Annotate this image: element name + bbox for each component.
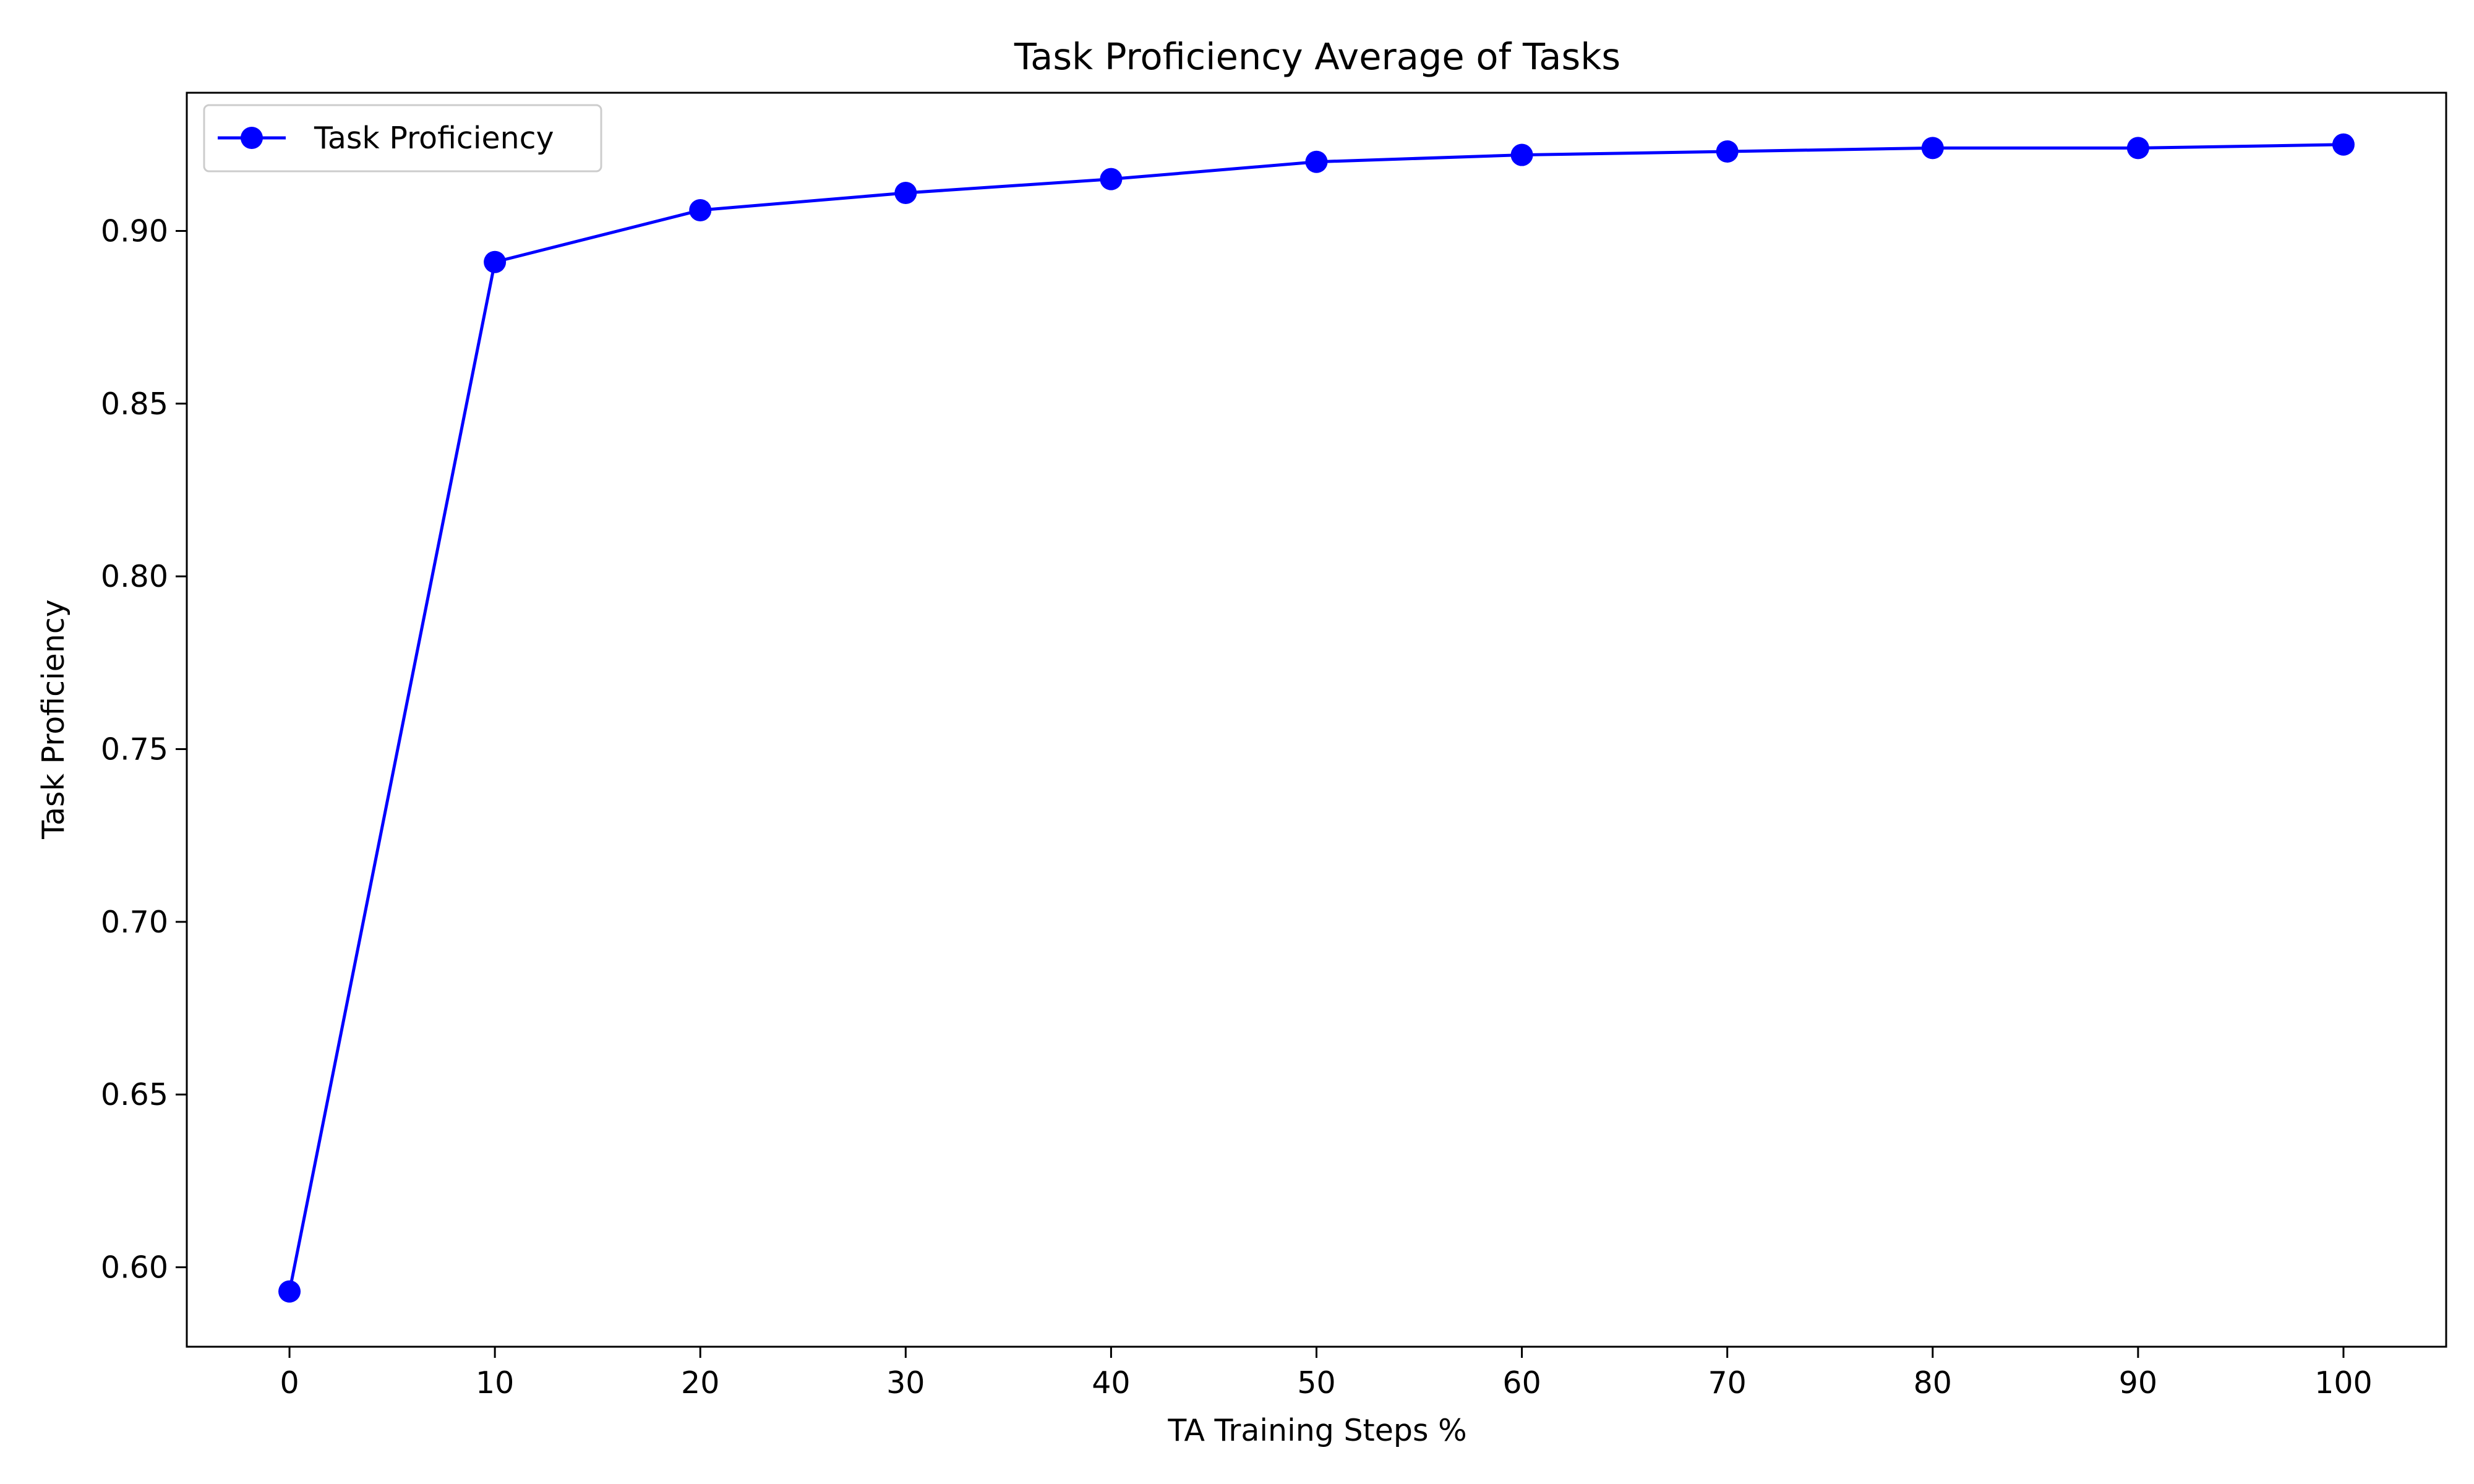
y-tick-label: 0.75 (101, 731, 168, 767)
data-point (1305, 150, 1328, 173)
x-tick-label: 100 (2314, 1365, 2373, 1401)
y-axis: 0.60 0.65 0.70 0.75 0.80 0.85 0.90 (101, 213, 187, 1286)
chart-title: Task Proficiency Average of Tasks (1014, 35, 1620, 78)
plot-area: 0 10 20 30 40 50 60 70 80 90 100 0.600.650.700.750… (101, 92, 2447, 1401)
y-tick-label: 0.70 (101, 905, 168, 940)
data-point (278, 1280, 301, 1303)
legend: Task Proficiency (203, 104, 602, 173)
data-point (1510, 143, 1533, 166)
data-point (2126, 137, 2149, 160)
y-tick-label: 0.65 (101, 1077, 168, 1112)
x-axis-label: TA Training Steps % (1167, 1413, 1466, 1448)
data-point (689, 198, 712, 221)
y-tick-label: 0.90 (101, 213, 168, 249)
legend-box (203, 104, 602, 173)
y-tick-label: 0.80 (101, 559, 168, 594)
data-point (1921, 137, 1944, 160)
data-point (484, 250, 507, 273)
data-point (894, 182, 917, 205)
legend-marker-swatch (241, 127, 263, 149)
x-tick-label: 50 (1297, 1365, 1335, 1401)
data-point (1716, 140, 1739, 163)
x-axis: 0 10 20 30 40 50 60 70 80 90 100 (280, 1347, 2373, 1401)
x-tick-label: 0 (280, 1365, 299, 1401)
x-tick-label: 40 (1092, 1365, 1130, 1401)
x-tick-label: 20 (681, 1365, 719, 1401)
x-tick-label: 90 (2119, 1365, 2157, 1401)
data-point (2332, 133, 2355, 156)
x-tick-label: 30 (886, 1365, 925, 1401)
x-tick-label: 10 (476, 1365, 514, 1401)
y-tick-label: 0.85 (101, 386, 168, 422)
legend-label: Task Proficiency (314, 121, 554, 156)
y-tick-label: 0.60 (101, 1250, 168, 1286)
data-point (1100, 168, 1123, 190)
x-tick-label: 70 (1708, 1365, 1747, 1401)
x-tick-label: 80 (1914, 1365, 1952, 1401)
y-axis-label: Task Proficiency (36, 599, 71, 840)
series-layer (278, 133, 2355, 1303)
x-tick-label: 60 (1502, 1365, 1541, 1401)
